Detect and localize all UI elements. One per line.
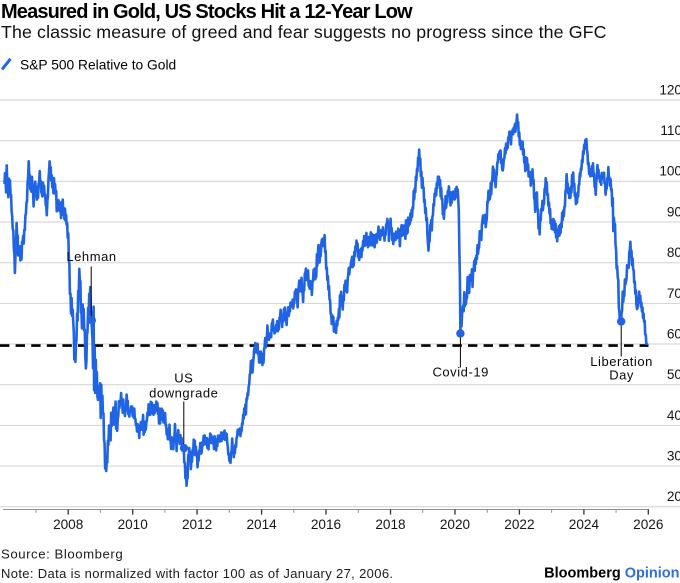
svg-text:100: 100 (659, 164, 680, 179)
svg-text:20: 20 (667, 489, 680, 504)
svg-text:80: 80 (667, 245, 680, 260)
svg-text:2024: 2024 (569, 517, 600, 532)
svg-text:Note: Data is normalized with: Note: Data is normalized with factor 100… (1, 566, 393, 581)
svg-text:40: 40 (667, 408, 680, 423)
svg-text:70: 70 (667, 286, 680, 301)
svg-text:120: 120 (659, 82, 680, 97)
svg-text:2014: 2014 (246, 517, 277, 532)
svg-text:Liberation: Liberation (590, 354, 653, 369)
svg-text:Day: Day (609, 368, 634, 383)
svg-text:110: 110 (660, 123, 680, 138)
svg-text:2012: 2012 (182, 517, 212, 532)
svg-text:2016: 2016 (311, 517, 341, 532)
svg-text:30: 30 (667, 448, 680, 463)
svg-text:US: US (174, 371, 193, 386)
svg-text:The classic measure of greed a: The classic measure of greed and fear su… (1, 22, 607, 42)
svg-text:90: 90 (667, 204, 680, 219)
svg-text:Bloomberg Opinion: Bloomberg Opinion (544, 566, 679, 582)
svg-text:2008: 2008 (53, 517, 83, 532)
svg-text:2026: 2026 (633, 517, 663, 532)
svg-text:2018: 2018 (375, 517, 405, 532)
svg-text:2020: 2020 (440, 517, 471, 532)
svg-text:S&P 500 Relative to Gold: S&P 500 Relative to Gold (20, 58, 176, 73)
svg-text:Source: Bloomberg: Source: Bloomberg (1, 546, 123, 561)
svg-text:Measured in Gold, US Stocks Hi: Measured in Gold, US Stocks Hit a 12-Yea… (1, 1, 413, 23)
svg-text:downgrade: downgrade (149, 385, 218, 400)
svg-text:Covid-19: Covid-19 (432, 365, 488, 380)
svg-text:60: 60 (667, 326, 680, 341)
svg-text:Lehman: Lehman (66, 249, 116, 264)
svg-text:2010: 2010 (118, 517, 149, 532)
svg-text:2022: 2022 (504, 517, 534, 532)
svg-text:50: 50 (667, 367, 680, 382)
